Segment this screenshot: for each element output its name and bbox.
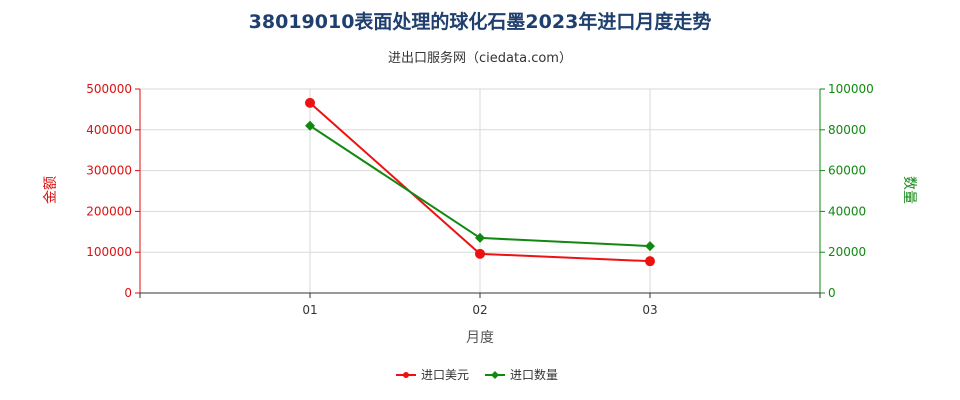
data-point-import-usd	[645, 256, 655, 267]
right-axis-tick-label: 0	[828, 286, 836, 300]
right-axis-ticks: 0 20000 40000 60000 80000 100000	[820, 82, 874, 300]
left-axis-ticks: 0 100000 200000 300000 400000 500000	[86, 82, 140, 300]
legend: 进口美元 进口数量	[396, 367, 558, 382]
legend-label-import-usd: 进口美元	[421, 368, 469, 382]
left-axis-tick-label: 300000	[86, 164, 132, 178]
data-point-import-quantity	[305, 120, 315, 131]
x-axis-title: 月度	[466, 330, 494, 346]
chart-subtitle: 进出口服务网（ciedata.com）	[388, 50, 572, 66]
left-axis-tick-label: 100000	[86, 245, 132, 259]
data-point-import-usd	[305, 97, 315, 108]
x-axis-tick-label: 02	[472, 303, 487, 317]
right-axis-tick-label: 80000	[828, 123, 866, 137]
legend-label-import-quantity: 进口数量	[510, 367, 558, 382]
series-layer	[305, 97, 655, 267]
right-axis-tick-label: 100000	[828, 82, 874, 96]
grid	[140, 88, 820, 293]
legend-item-import-usd[interactable]: 进口美元	[396, 368, 469, 382]
right-axis-tick-label: 20000	[828, 245, 866, 259]
left-axis-tick-label: 400000	[86, 123, 132, 137]
x-axis-ticks: 01 02 03	[139, 293, 821, 317]
x-axis-tick-label: 03	[642, 303, 657, 317]
left-axis-tick-label: 200000	[86, 204, 132, 218]
legend-item-import-quantity[interactable]: 进口数量	[485, 367, 558, 382]
x-axis-tick-label: 01	[302, 303, 317, 317]
left-axis-tick-label: 0	[124, 286, 132, 300]
data-point-import-quantity	[645, 241, 655, 252]
right-axis-title: 数量	[901, 176, 917, 204]
right-axis-tick-label: 60000	[828, 164, 866, 178]
right-axis-tick-label: 40000	[828, 204, 866, 218]
chart-title: 38019010表面处理的球化石墨2023年进口月度走势	[249, 10, 712, 33]
data-point-import-quantity	[475, 232, 485, 243]
left-axis-title: 金额	[43, 176, 59, 204]
left-axis-tick-label: 500000	[86, 82, 132, 96]
data-point-import-usd	[475, 248, 485, 259]
